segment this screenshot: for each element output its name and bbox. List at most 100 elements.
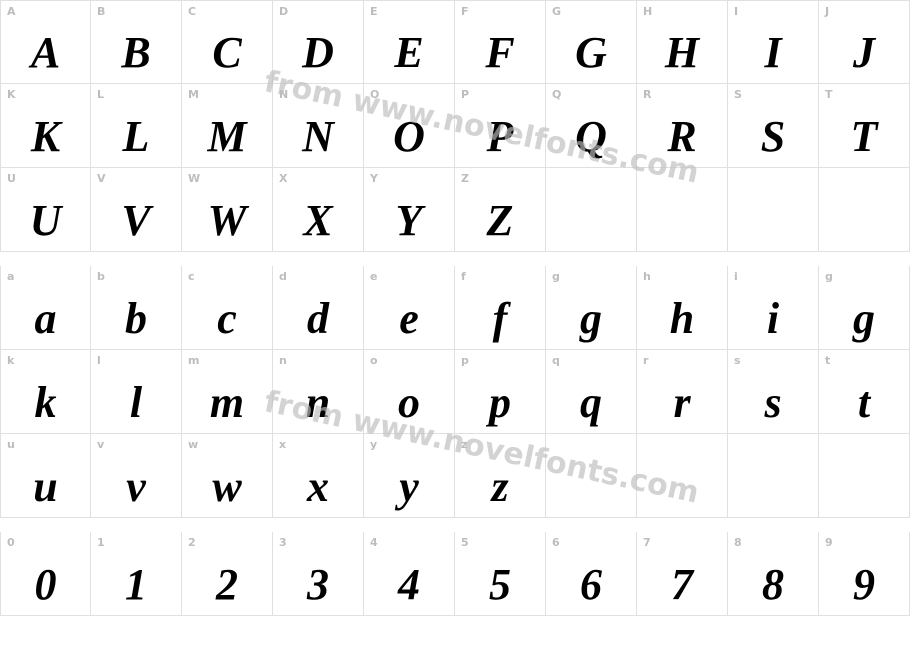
glyph-character: v (91, 465, 181, 509)
glyph-character: 9 (819, 563, 909, 607)
glyph-key-label: l (97, 354, 101, 367)
glyph-key-label: e (370, 270, 377, 283)
glyph-row: uuvvwwxxyyzz (0, 434, 911, 518)
glyph-key-label: C (188, 5, 196, 18)
glyph-key-label: U (7, 172, 16, 185)
glyph-cell (819, 168, 910, 252)
glyph-key-label: r (643, 354, 648, 367)
glyph-key-label: N (279, 88, 288, 101)
glyph-cell: tt (819, 350, 910, 434)
glyph-character: a (1, 297, 90, 341)
glyph-cell (546, 168, 637, 252)
glyph-key-label: x (279, 438, 286, 451)
glyph-cell: kk (0, 350, 91, 434)
glyph-cell: oo (364, 350, 455, 434)
glyph-character: I (728, 31, 818, 75)
glyph-cell: 66 (546, 532, 637, 616)
glyph-cell: qq (546, 350, 637, 434)
glyph-cell: ll (91, 350, 182, 434)
glyph-cell: 33 (273, 532, 364, 616)
glyph-character: p (455, 381, 545, 425)
glyph-key-label: 1 (97, 536, 105, 549)
glyph-cell: ii (728, 266, 819, 350)
glyph-cell: 22 (182, 532, 273, 616)
glyph-character: E (364, 31, 454, 75)
glyph-character: 3 (273, 563, 363, 607)
glyph-row: aabbccddeeffgghhiigg (0, 266, 911, 350)
glyph-character: B (91, 31, 181, 75)
glyph-character: D (273, 31, 363, 75)
glyph-cell: zz (455, 434, 546, 518)
glyph-key-label: s (734, 354, 741, 367)
glyph-cell: KK (0, 84, 91, 168)
glyph-row: AABBCCDDEEFFGGHHIIJJ (0, 0, 911, 84)
glyph-character: X (273, 199, 363, 243)
glyph-key-label: F (461, 5, 469, 18)
glyph-character: h (637, 297, 727, 341)
glyph-character: 6 (546, 563, 636, 607)
glyph-cell (728, 168, 819, 252)
glyph-character: i (728, 297, 818, 341)
glyph-character: O (364, 115, 454, 159)
glyph-character: P (455, 115, 545, 159)
glyph-row: KKLLMMNNOOPPQQRRSSTT (0, 84, 911, 168)
glyph-cell: vv (91, 434, 182, 518)
glyph-character: W (182, 199, 272, 243)
glyph-key-label: c (188, 270, 195, 283)
glyph-cell: gg (546, 266, 637, 350)
glyph-character: V (91, 199, 181, 243)
glyph-key-label: p (461, 354, 469, 367)
glyph-cell: hh (637, 266, 728, 350)
glyph-cell (546, 434, 637, 518)
glyph-cell: 55 (455, 532, 546, 616)
glyph-key-label: u (7, 438, 15, 451)
glyph-key-label: H (643, 5, 652, 18)
glyph-cell: 99 (819, 532, 910, 616)
glyph-character: u (1, 465, 90, 509)
glyph-key-label: V (97, 172, 106, 185)
glyph-character: d (273, 297, 363, 341)
glyph-key-label: n (279, 354, 287, 367)
glyph-cell: QQ (546, 84, 637, 168)
glyph-cell: gg (819, 266, 910, 350)
glyph-key-label: D (279, 5, 288, 18)
glyph-cell: HH (637, 0, 728, 84)
glyph-character: l (91, 381, 181, 425)
row-spacer (0, 518, 911, 532)
glyph-cell: 88 (728, 532, 819, 616)
glyph-character: Q (546, 115, 636, 159)
glyph-cell: rr (637, 350, 728, 434)
glyph-cell: nn (273, 350, 364, 434)
glyph-key-label: W (188, 172, 200, 185)
glyph-character: 7 (637, 563, 727, 607)
glyph-cell: ss (728, 350, 819, 434)
glyph-cell: SS (728, 84, 819, 168)
glyph-key-label: t (825, 354, 830, 367)
glyph-cell: xx (273, 434, 364, 518)
glyph-character: m (182, 381, 272, 425)
glyph-character: s (728, 381, 818, 425)
glyph-key-label: d (279, 270, 287, 283)
glyph-character: N (273, 115, 363, 159)
glyph-key-label: 7 (643, 536, 651, 549)
glyph-key-label: k (7, 354, 14, 367)
glyph-character: F (455, 31, 545, 75)
glyph-character: f (455, 297, 545, 341)
glyph-character: 0 (1, 563, 90, 607)
glyph-cell: TT (819, 84, 910, 168)
glyph-cell: EE (364, 0, 455, 84)
glyph-cell: II (728, 0, 819, 84)
glyph-character: 2 (182, 563, 272, 607)
glyph-cell (637, 168, 728, 252)
glyph-key-label: f (461, 270, 466, 283)
glyph-key-label: m (188, 354, 199, 367)
glyph-character: S (728, 115, 818, 159)
glyph-cell: yy (364, 434, 455, 518)
glyph-key-label: S (734, 88, 742, 101)
glyph-key-label: A (7, 5, 16, 18)
glyph-character: T (819, 115, 909, 159)
glyph-character: q (546, 381, 636, 425)
glyph-key-label: K (7, 88, 16, 101)
glyph-cell: ff (455, 266, 546, 350)
glyph-character: G (546, 31, 636, 75)
